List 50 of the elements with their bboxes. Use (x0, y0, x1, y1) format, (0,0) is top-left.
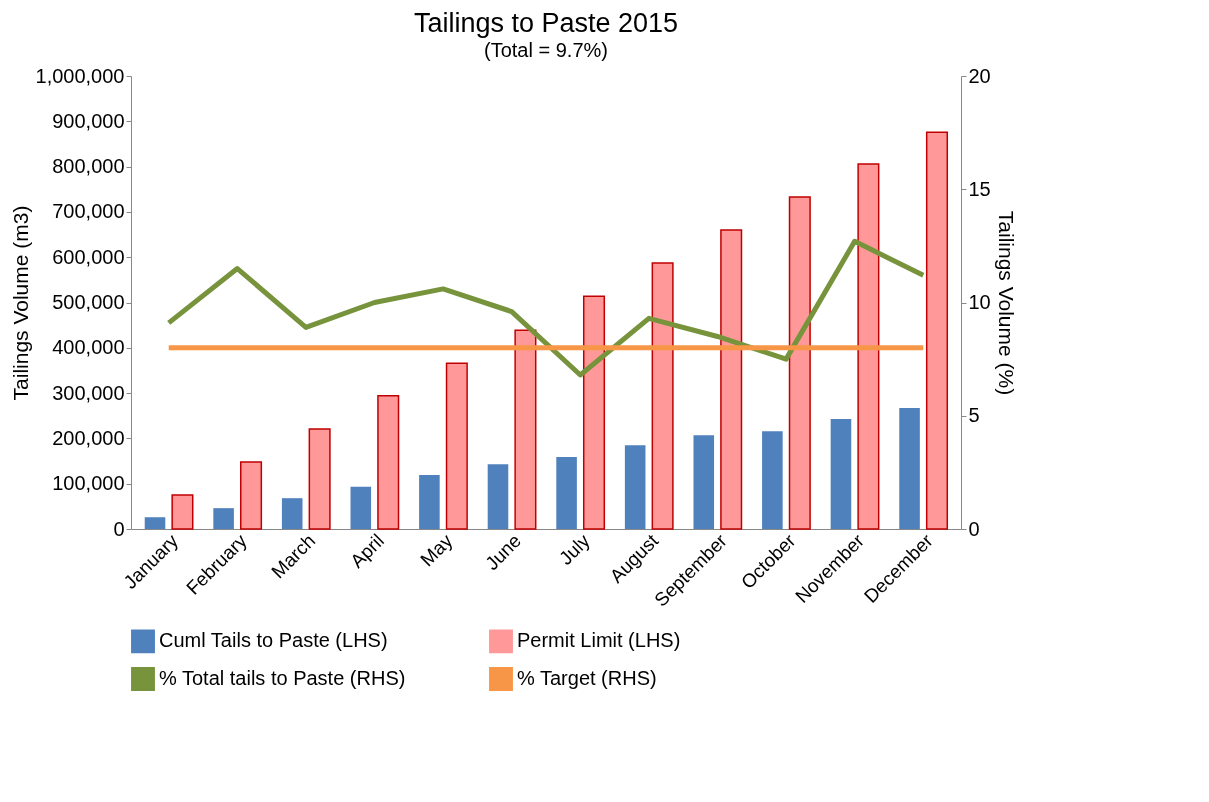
y2-tick-label: 5 (968, 404, 980, 427)
bar (377, 395, 400, 530)
bar (350, 486, 372, 529)
y2-tick-label: 0 (968, 517, 980, 540)
bar (281, 498, 303, 529)
y-tick-label: 200,000 (52, 426, 125, 449)
y2-axis-title: Tailings Volume (%) (994, 210, 1018, 396)
bar (144, 517, 166, 529)
bar (693, 435, 715, 529)
bar (213, 508, 234, 529)
bar (857, 163, 880, 530)
y2-tick-label: 20 (968, 64, 991, 87)
y2-tick-label: 15 (968, 177, 991, 200)
bar (720, 229, 743, 530)
y-tick-label: 300,000 (52, 381, 125, 404)
chart-title: Tailings to Paste 2015 (413, 8, 679, 38)
bar (487, 464, 509, 529)
bar (830, 418, 852, 529)
y-tick-label: 600,000 (52, 245, 125, 268)
legend-label: % Target (RHS) (517, 667, 657, 689)
y-tick-label: 500,000 (52, 291, 125, 313)
legend-label: Permit Limit (LHS) (517, 629, 681, 652)
bar (925, 131, 949, 530)
bar (240, 461, 263, 530)
y-tick-label: 400,000 (52, 336, 125, 359)
legend-label: % Total tails to Paste (RHS) (159, 667, 406, 689)
bar (651, 262, 674, 530)
x-tick-label: July (554, 529, 595, 569)
bar (445, 362, 468, 530)
bar (899, 408, 920, 529)
y-tick-label: 700,000 (52, 200, 125, 223)
bar (556, 456, 577, 529)
y-tick-label: 0 (113, 517, 125, 540)
y-tick-label: 900,000 (52, 109, 125, 132)
x-tick-label: May (416, 529, 457, 571)
bar (514, 329, 537, 530)
bar (788, 196, 811, 530)
bar (582, 295, 606, 530)
bar (762, 431, 783, 529)
bar (171, 494, 194, 530)
bar (308, 428, 331, 530)
y-tick-label: 800,000 (52, 155, 125, 178)
bar (419, 475, 440, 529)
chart-subtitle: (Total = 9.7%) (484, 39, 608, 61)
bar (624, 445, 646, 529)
y2-tick-label: 10 (968, 291, 991, 313)
legend-label: Cuml Tails to Paste (LHS) (159, 629, 388, 652)
y-axis-title: Tailings Volume (m3) (8, 205, 32, 401)
y-tick-label: 100,000 (52, 472, 125, 495)
y-tick-label: 1,000,000 (35, 64, 125, 87)
